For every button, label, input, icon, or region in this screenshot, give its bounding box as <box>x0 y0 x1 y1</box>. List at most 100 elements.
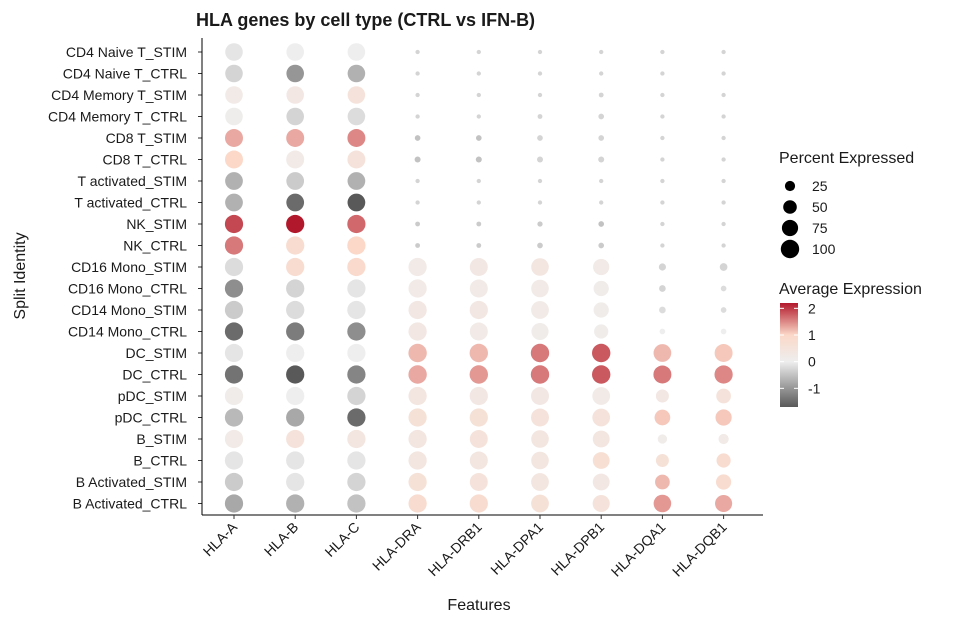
dot-mark <box>286 193 305 212</box>
size-legend-dot <box>783 200 797 214</box>
dot-mark <box>286 322 305 341</box>
dot-mark <box>537 71 543 76</box>
dot-mark <box>592 408 611 427</box>
dot-mark <box>347 43 366 61</box>
dot-mark <box>660 135 665 141</box>
dot-mark <box>537 135 543 141</box>
dot-mark <box>469 258 488 276</box>
dot-mark <box>475 135 482 141</box>
dot-mark <box>592 473 610 491</box>
dot-mark <box>347 408 366 427</box>
dot-mark <box>286 86 304 104</box>
dot-mark <box>286 451 305 470</box>
dot-mark <box>347 193 366 212</box>
y-tick-label: CD4 Naive T_STIM <box>66 44 187 60</box>
dot-mark <box>347 129 366 147</box>
dot-mark <box>593 280 609 297</box>
dot-mark <box>347 322 366 341</box>
size-legend-label: 25 <box>812 178 828 194</box>
dot-mark <box>469 322 488 341</box>
dot-mark <box>286 236 305 255</box>
x-tick-label: HLA-C <box>321 519 362 560</box>
dot-mark <box>476 243 482 248</box>
dot-mark <box>286 150 305 169</box>
dot-mark <box>347 86 366 104</box>
dot-mark <box>225 86 243 104</box>
y-tick-label: B Activated_STIM <box>76 474 187 490</box>
dot-mark <box>658 263 666 271</box>
y-tick-label: CD4 Naive T_CTRL <box>63 66 187 82</box>
y-tick-label: T activated_STIM <box>78 173 187 189</box>
dot-mark <box>715 474 732 490</box>
dot-mark <box>408 322 427 341</box>
dot-mark <box>655 454 669 467</box>
dot-mark <box>659 306 666 314</box>
dot-mark <box>660 92 665 98</box>
dot-mark <box>598 221 605 227</box>
size-legend-dot <box>784 180 796 192</box>
y-tick-label: pDC_STIM <box>118 388 187 404</box>
dot-mark <box>476 221 482 227</box>
dot-mark <box>286 408 305 427</box>
dot-mark <box>531 301 549 319</box>
x-tick-label: HLA-DQA1 <box>608 519 669 580</box>
dot-mark <box>224 236 244 255</box>
dot-mark <box>531 387 549 405</box>
dot-mark <box>408 472 427 492</box>
dot-mark <box>475 156 482 163</box>
dot-mark <box>476 114 481 119</box>
dot-mark <box>599 178 604 184</box>
dot-mark <box>408 429 427 449</box>
dot-mark <box>721 135 726 141</box>
dot-mark <box>531 430 549 448</box>
dot-mark <box>415 243 421 248</box>
y-tick-label: CD14 Mono_STIM <box>71 302 187 318</box>
dot-mark <box>594 324 609 339</box>
dot-mark <box>347 236 366 255</box>
dot-mark <box>224 343 244 363</box>
y-tick-label: CD14 Mono_CTRL <box>68 324 187 340</box>
y-tick-label: CD4 Memory T_CTRL <box>48 109 187 125</box>
dot-mark <box>720 285 727 292</box>
dot-mark <box>721 178 726 184</box>
dot-mark <box>721 49 726 55</box>
dot-mark <box>531 408 549 427</box>
dot-mark <box>716 388 731 404</box>
y-tick-label: CD8 T_STIM <box>106 130 187 146</box>
dot-mark <box>415 178 420 184</box>
dot-mark <box>224 429 244 449</box>
y-tick-label: CD8 T_CTRL <box>102 152 187 168</box>
y-tick-label: B_CTRL <box>133 453 187 469</box>
dot-mark <box>347 472 366 492</box>
dot-mark <box>660 178 665 184</box>
dot-mark <box>598 92 604 98</box>
dot-mark <box>593 258 610 276</box>
dot-mark <box>224 365 244 384</box>
dot-mark <box>719 263 728 271</box>
dot-mark <box>720 328 727 335</box>
y-axis-ticks: CD4 Naive T_STIM CD4 Naive T_CTRL CD4 Memo… <box>48 44 202 512</box>
dot-mark <box>408 386 427 406</box>
dot-mark <box>224 214 244 234</box>
size-legend-label: 50 <box>812 199 828 215</box>
y-tick-label: DC_STIM <box>126 345 187 361</box>
dot-mark <box>286 107 304 126</box>
y-tick-label: DC_CTRL <box>122 367 187 383</box>
dot-mark <box>653 344 672 362</box>
dot-mark <box>531 258 549 276</box>
dot-mark <box>286 279 305 298</box>
dot-mark <box>408 408 427 427</box>
dot-mark <box>225 64 243 83</box>
dot-mark <box>347 172 366 190</box>
dot-mark <box>347 494 366 513</box>
dot-mark <box>537 200 543 205</box>
dot-mark <box>654 409 671 426</box>
dot-mark <box>408 451 427 470</box>
dot-mark <box>715 494 733 513</box>
dot-mark <box>599 49 604 55</box>
dot-mark <box>286 300 305 320</box>
dot-mark <box>537 92 543 98</box>
dot-mark <box>598 156 605 163</box>
x-tick-label: HLA-DQB1 <box>669 519 730 580</box>
